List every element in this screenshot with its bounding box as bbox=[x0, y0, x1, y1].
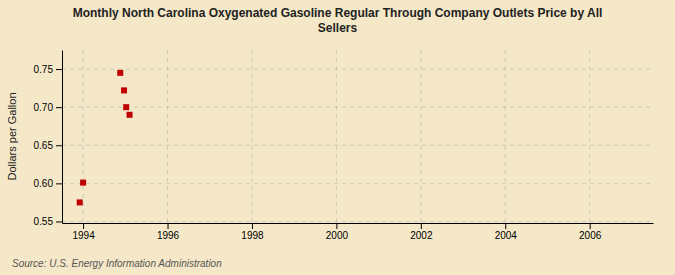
y-tick-label: 0.75 bbox=[34, 64, 54, 75]
grid-line-y bbox=[62, 221, 653, 222]
point bbox=[117, 70, 123, 76]
y-tick: 0.75 bbox=[34, 64, 62, 75]
chart: Monthly North Carolina Oxygenated Gasoli… bbox=[0, 0, 675, 275]
x-tick-mark bbox=[336, 223, 337, 229]
x-tick-mark bbox=[83, 223, 84, 229]
x-tick: 1994 bbox=[72, 223, 95, 241]
x-axis: 1994 1996 1998 2000 2002 2004 2006 bbox=[63, 223, 654, 241]
title: Monthly North Carolina Oxygenated Gasoli… bbox=[73, 6, 603, 35]
title-line: Sellers bbox=[318, 21, 358, 35]
grid-line-y bbox=[62, 145, 653, 146]
point bbox=[77, 199, 83, 205]
x-tick: 2006 bbox=[579, 223, 602, 241]
x-tick-mark bbox=[421, 223, 422, 229]
x-tick-mark bbox=[168, 223, 169, 229]
grid-line-x bbox=[336, 50, 337, 223]
grid-line-y bbox=[62, 107, 653, 108]
y-tick-mark bbox=[56, 107, 62, 108]
y-axis: 0.55 0.60 0.65 0.70 0.75 bbox=[34, 51, 63, 228]
grid-line-x bbox=[589, 50, 590, 223]
x-axis-line bbox=[63, 223, 654, 224]
y-tick-mark bbox=[56, 183, 62, 184]
x-tick-label: 2000 bbox=[326, 230, 349, 241]
x-tick-mark bbox=[590, 223, 591, 229]
y-tick: 0.60 bbox=[34, 178, 62, 189]
y-tick-mark bbox=[56, 69, 62, 70]
x-tick-label: 2004 bbox=[495, 230, 518, 241]
x-tick: 2002 bbox=[410, 223, 433, 241]
x-tick-label: 2006 bbox=[579, 230, 602, 241]
y-tick-mark bbox=[56, 145, 62, 146]
y-tick: 0.55 bbox=[34, 216, 62, 227]
point bbox=[121, 87, 127, 93]
grid-line-x bbox=[420, 50, 421, 223]
point bbox=[127, 112, 133, 118]
x-tick: 1998 bbox=[241, 223, 264, 241]
x-tick-mark bbox=[252, 223, 253, 229]
title-line: Monthly North Carolina Oxygenated Gasoli… bbox=[73, 6, 603, 20]
y-tick: 0.65 bbox=[34, 140, 62, 151]
plot: 1994 1996 1998 2000 2002 2004 2006 0.55 0.60 0.65… bbox=[6, 50, 654, 241]
x-tick-label: 1996 bbox=[157, 230, 180, 241]
point bbox=[123, 104, 129, 110]
grid bbox=[62, 50, 653, 223]
y-tick: 0.70 bbox=[34, 102, 62, 113]
x-tick: 2000 bbox=[326, 223, 349, 241]
y-tick-label: 0.65 bbox=[34, 140, 54, 151]
x-tick-label: 1994 bbox=[72, 230, 95, 241]
grid-line-x bbox=[251, 50, 252, 223]
points bbox=[77, 70, 133, 206]
y-axis-title: Dollars per Gallon bbox=[6, 92, 18, 180]
grid-line-y bbox=[62, 183, 653, 184]
grid-line-x bbox=[505, 50, 506, 223]
point bbox=[80, 180, 86, 186]
grid-line-y bbox=[62, 69, 653, 70]
x-tick: 1996 bbox=[157, 223, 180, 241]
y-tick-label: 0.60 bbox=[34, 178, 54, 189]
y-tick-mark bbox=[56, 221, 62, 222]
x-tick: 2004 bbox=[495, 223, 518, 241]
y-tick-label: 0.55 bbox=[34, 216, 54, 227]
grid-line-x bbox=[83, 50, 84, 223]
y-tick-label: 0.70 bbox=[34, 102, 54, 113]
x-tick-mark bbox=[505, 223, 506, 229]
x-tick-label: 2002 bbox=[410, 230, 433, 241]
source: Source: U.S. Energy Information Administ… bbox=[12, 258, 222, 269]
y-axis-line bbox=[62, 51, 63, 224]
x-tick-label: 1998 bbox=[241, 230, 264, 241]
grid-line-x bbox=[167, 50, 168, 223]
